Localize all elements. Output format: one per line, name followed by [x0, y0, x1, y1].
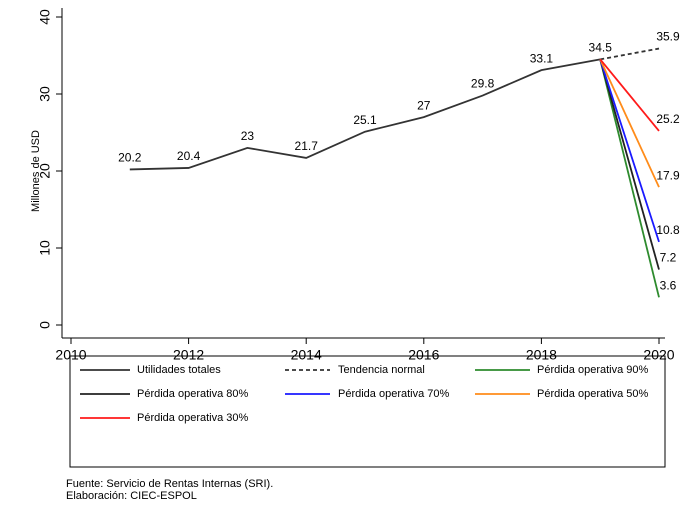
data-label: 25.2: [656, 112, 680, 126]
legend-label: Pérdida operativa 30%: [137, 412, 249, 424]
series-line: [600, 47, 660, 61]
x-tick-label: 2010: [55, 347, 86, 363]
data-label: 21.7: [295, 139, 319, 153]
series-line: [599, 58, 660, 132]
series-line: [599, 59, 660, 243]
data-label: 17.9: [656, 168, 680, 182]
x-tick-label: 2020: [643, 347, 674, 363]
data-label: 7.2: [660, 251, 677, 265]
data-label: 34.5: [589, 41, 613, 55]
series-line: [129, 58, 601, 171]
y-tick-label: 20: [37, 163, 53, 179]
y-tick-label: 40: [37, 9, 53, 25]
source: Fuente: Servicio de Rentas Internas (SRI…: [66, 478, 273, 490]
y-tick-label: 30: [37, 86, 53, 102]
series-line: [599, 59, 660, 298]
data-label: 29.8: [471, 77, 495, 91]
legend-label: Pérdida operativa 90%: [537, 364, 649, 376]
data-label: 27: [417, 98, 431, 112]
legend-label: Pérdida operativa 70%: [338, 388, 450, 400]
y-tick-label: 0: [37, 321, 53, 329]
data-label: 25.1: [353, 113, 377, 127]
data-label: 20.4: [177, 149, 201, 163]
x-tick-label: 2016: [408, 347, 439, 363]
legend-label: Tendencia normal: [338, 364, 425, 376]
data-label: 23: [241, 129, 255, 143]
data-label: 33.1: [530, 51, 554, 65]
legend-label: Utilidades totales: [137, 364, 221, 376]
data-label: 20.2: [118, 151, 142, 165]
legend-box: [69, 355, 666, 468]
series-line: [599, 58, 660, 188]
legend-label: Pérdida operativa 80%: [137, 388, 249, 400]
legend-label: Pérdida operativa 50%: [537, 388, 649, 400]
x-tick-label: 2018: [526, 347, 557, 363]
y-axis-label: Millones de USD: [30, 130, 42, 212]
x-tick-label: 2012: [173, 347, 204, 363]
data-label: 10.8: [656, 223, 680, 237]
y-tick-label: 10: [37, 240, 53, 256]
series-line: [599, 59, 660, 270]
credit: Elaboración: CIEC-ESPOL: [66, 490, 197, 502]
data-label: 3.6: [660, 278, 677, 292]
x-tick-label: 2014: [291, 347, 322, 363]
data-label: 35.9: [656, 30, 680, 44]
